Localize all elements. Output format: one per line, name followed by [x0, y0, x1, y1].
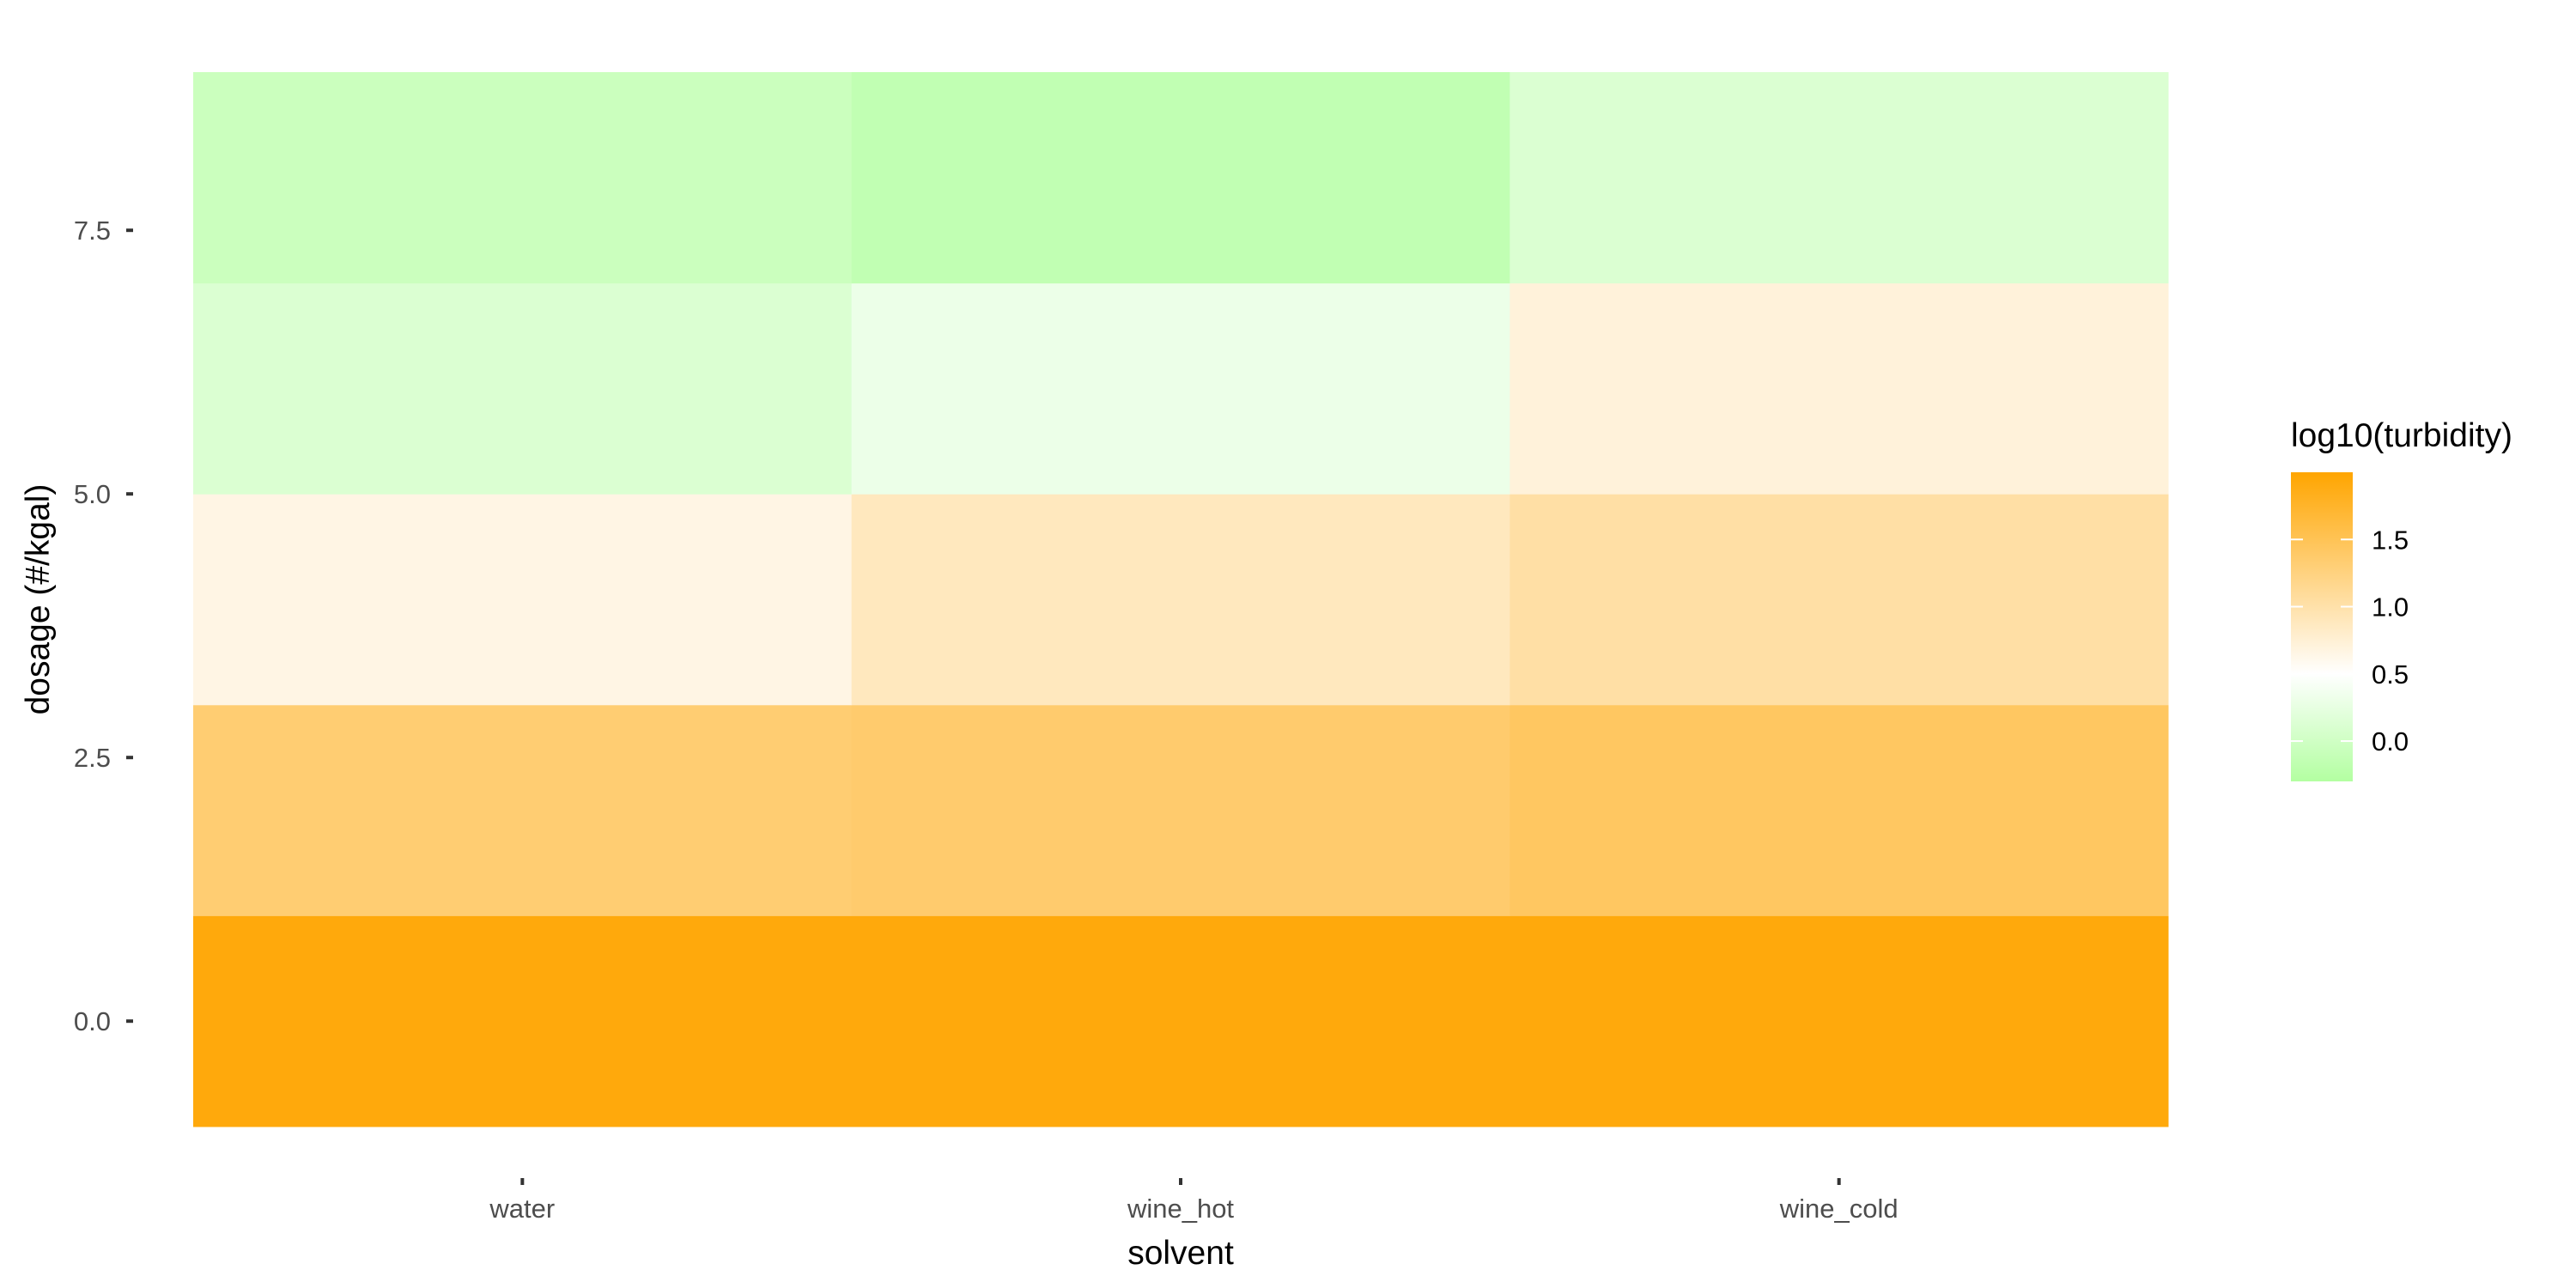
heatmap-cell-wine_cold-6 — [1510, 283, 2169, 495]
legend-tick-label: 1.5 — [2372, 525, 2409, 555]
heatmap-cell-wine_cold-4 — [1510, 494, 2169, 706]
heatmap-cell-water-4 — [193, 494, 853, 706]
x-axis: water wine_hot wine_cold — [489, 1178, 1899, 1224]
legend-ticks: 0.0 0.5 1.0 1.5 — [2291, 525, 2409, 756]
legend-tick-label: 0.5 — [2372, 659, 2409, 690]
y-axis: 0.0 2.5 5.0 7.5 — [74, 216, 133, 1036]
legend-tick-label: 1.0 — [2372, 592, 2409, 623]
color-legend: log10(turbidity) 0.0 0.5 1.0 1.5 — [2291, 417, 2512, 781]
y-tick-label: 5.0 — [74, 479, 111, 509]
heatmap-cells — [193, 72, 2169, 1127]
heatmap-cell-wine_hot-8 — [851, 72, 1510, 284]
heatmap-cell-wine_cold-8 — [1510, 72, 2169, 284]
x-tick-label: wine_hot — [1127, 1194, 1234, 1224]
heatmap-cell-wine_cold-2 — [1510, 704, 2169, 916]
x-axis-title: solvent — [1127, 1235, 1234, 1272]
x-tick-label: wine_cold — [1779, 1194, 1899, 1224]
heatmap-cell-water-8 — [193, 72, 853, 284]
y-tick-label: 0.0 — [74, 1006, 111, 1036]
heatmap-cell-wine_cold-0 — [1510, 915, 2169, 1127]
heatmap-cell-wine_hot-2 — [851, 704, 1510, 916]
heatmap-cell-wine_hot-6 — [851, 283, 1510, 495]
heatmap-cell-water-6 — [193, 283, 853, 495]
y-tick-label: 2.5 — [74, 743, 111, 773]
y-axis-title: dosage (#/kgal) — [20, 484, 57, 715]
legend-title: log10(turbidity) — [2291, 417, 2512, 454]
y-tick-label: 7.5 — [74, 216, 111, 246]
x-tick-label: water — [489, 1194, 555, 1224]
heatmap-cell-water-0 — [193, 915, 853, 1127]
legend-colorbar — [2291, 472, 2353, 781]
heatmap-cell-wine_hot-0 — [851, 915, 1510, 1127]
heatmap-cell-water-2 — [193, 704, 853, 916]
heatmap-cell-wine_hot-4 — [851, 494, 1510, 706]
legend-tick-label: 0.0 — [2372, 726, 2409, 756]
